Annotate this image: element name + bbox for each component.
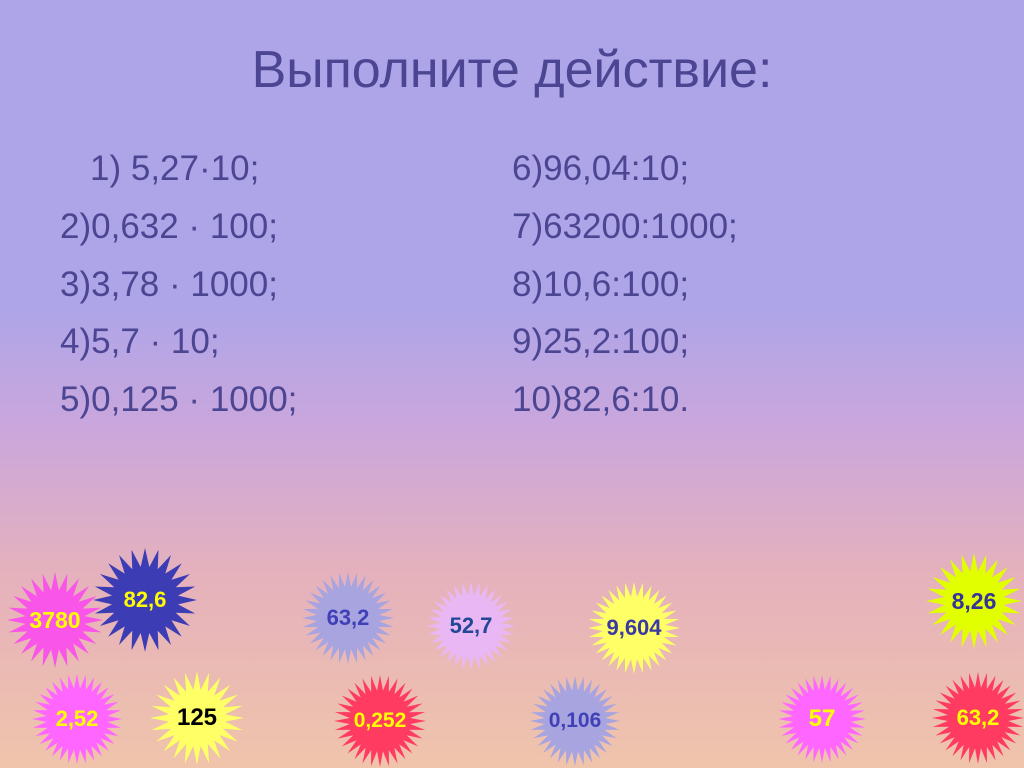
answer-burst-2-52: 2,52 bbox=[32, 674, 122, 764]
problem-text: 0,125 · 1000; bbox=[91, 380, 297, 419]
problems-right-column: 6)96,04:10;7)63200:1000;8)10,6:100;9)25,… bbox=[512, 140, 964, 429]
problem-text: 82,6:10. bbox=[563, 380, 690, 419]
problem-text: 5,7 · 10; bbox=[91, 322, 219, 361]
problem-number: 1) bbox=[90, 149, 131, 188]
problem-number: 6) bbox=[512, 149, 543, 188]
answer-burst-52-7: 52,7 bbox=[427, 582, 515, 670]
answer-burst-63-2: 63,2 bbox=[302, 572, 394, 664]
answer-burst-8-26: 8,26 bbox=[926, 553, 1022, 649]
answer-burst-82-6: 82,6 bbox=[93, 548, 197, 652]
answer-burst-label: 8,26 bbox=[952, 588, 997, 615]
answer-burst-label: 63,2 bbox=[957, 705, 1000, 731]
answer-burst-label: 52,7 bbox=[450, 613, 493, 639]
problem-text: 63200:1000; bbox=[543, 207, 738, 246]
problem-right-2: 7)63200:1000; bbox=[512, 198, 964, 256]
problem-number: 3) bbox=[60, 265, 91, 304]
problem-left-2: 2)0,632 · 100; bbox=[60, 198, 512, 256]
problem-left-4: 4)5,7 · 10; bbox=[60, 313, 512, 371]
answer-burst-125: 125 bbox=[150, 671, 244, 765]
answer-burst-label: 63,2 bbox=[327, 605, 370, 631]
problem-left-5: 5)0,125 · 1000; bbox=[60, 371, 512, 429]
page-title: Выполните действие: bbox=[0, 0, 1024, 100]
answer-burst-label: 2,52 bbox=[56, 706, 99, 732]
problem-right-1: 6)96,04:10; bbox=[512, 140, 964, 198]
problems-container: 1) 5,27·10;2)0,632 · 100;3)3,78 · 1000;4… bbox=[0, 100, 1024, 429]
answer-burst-3780: 3780 bbox=[7, 572, 103, 668]
problem-right-4: 9)25,2:100; bbox=[512, 313, 964, 371]
problem-left-1: 1) 5,27·10; bbox=[60, 140, 512, 198]
problem-number: 10) bbox=[512, 380, 563, 419]
problem-text: 3,78 · 1000; bbox=[91, 265, 278, 304]
problem-text: 0,632 · 100; bbox=[91, 207, 278, 246]
problem-text: 96,04:10; bbox=[543, 149, 689, 188]
problem-number: 5) bbox=[60, 380, 91, 419]
answer-burst-label: 0,252 bbox=[354, 709, 407, 733]
answer-burst-9-604: 9,604 bbox=[588, 582, 680, 674]
answer-burst-0-106: 0,106 bbox=[530, 676, 620, 766]
answer-burst-label: 3780 bbox=[29, 607, 80, 634]
answer-burst-label: 125 bbox=[177, 704, 217, 732]
answer-burst-label: 9,604 bbox=[606, 615, 661, 641]
answer-burst-label: 57 bbox=[809, 705, 836, 733]
problem-right-5: 10)82,6:10. bbox=[512, 371, 964, 429]
problem-number: 7) bbox=[512, 207, 543, 246]
problems-left-column: 1) 5,27·10;2)0,632 · 100;3)3,78 · 1000;4… bbox=[60, 140, 512, 429]
problem-text: 10,6:100; bbox=[543, 265, 689, 304]
answer-burst-57: 57 bbox=[778, 675, 866, 763]
problem-number: 2) bbox=[60, 207, 91, 246]
problem-number: 9) bbox=[512, 322, 543, 361]
problem-number: 8) bbox=[512, 265, 543, 304]
answer-burst-label: 82,6 bbox=[124, 587, 167, 613]
problem-text: 5,27·10; bbox=[131, 149, 259, 188]
problem-left-3: 3)3,78 · 1000; bbox=[60, 256, 512, 314]
answer-burst-label: 0,106 bbox=[549, 709, 602, 733]
answer-burst-0-252: 0,252 bbox=[334, 675, 426, 767]
answer-burst-63-2: 63,2 bbox=[932, 672, 1024, 764]
problem-number: 4) bbox=[60, 322, 91, 361]
problem-text: 25,2:100; bbox=[543, 322, 689, 361]
problem-right-3: 8)10,6:100; bbox=[512, 256, 964, 314]
